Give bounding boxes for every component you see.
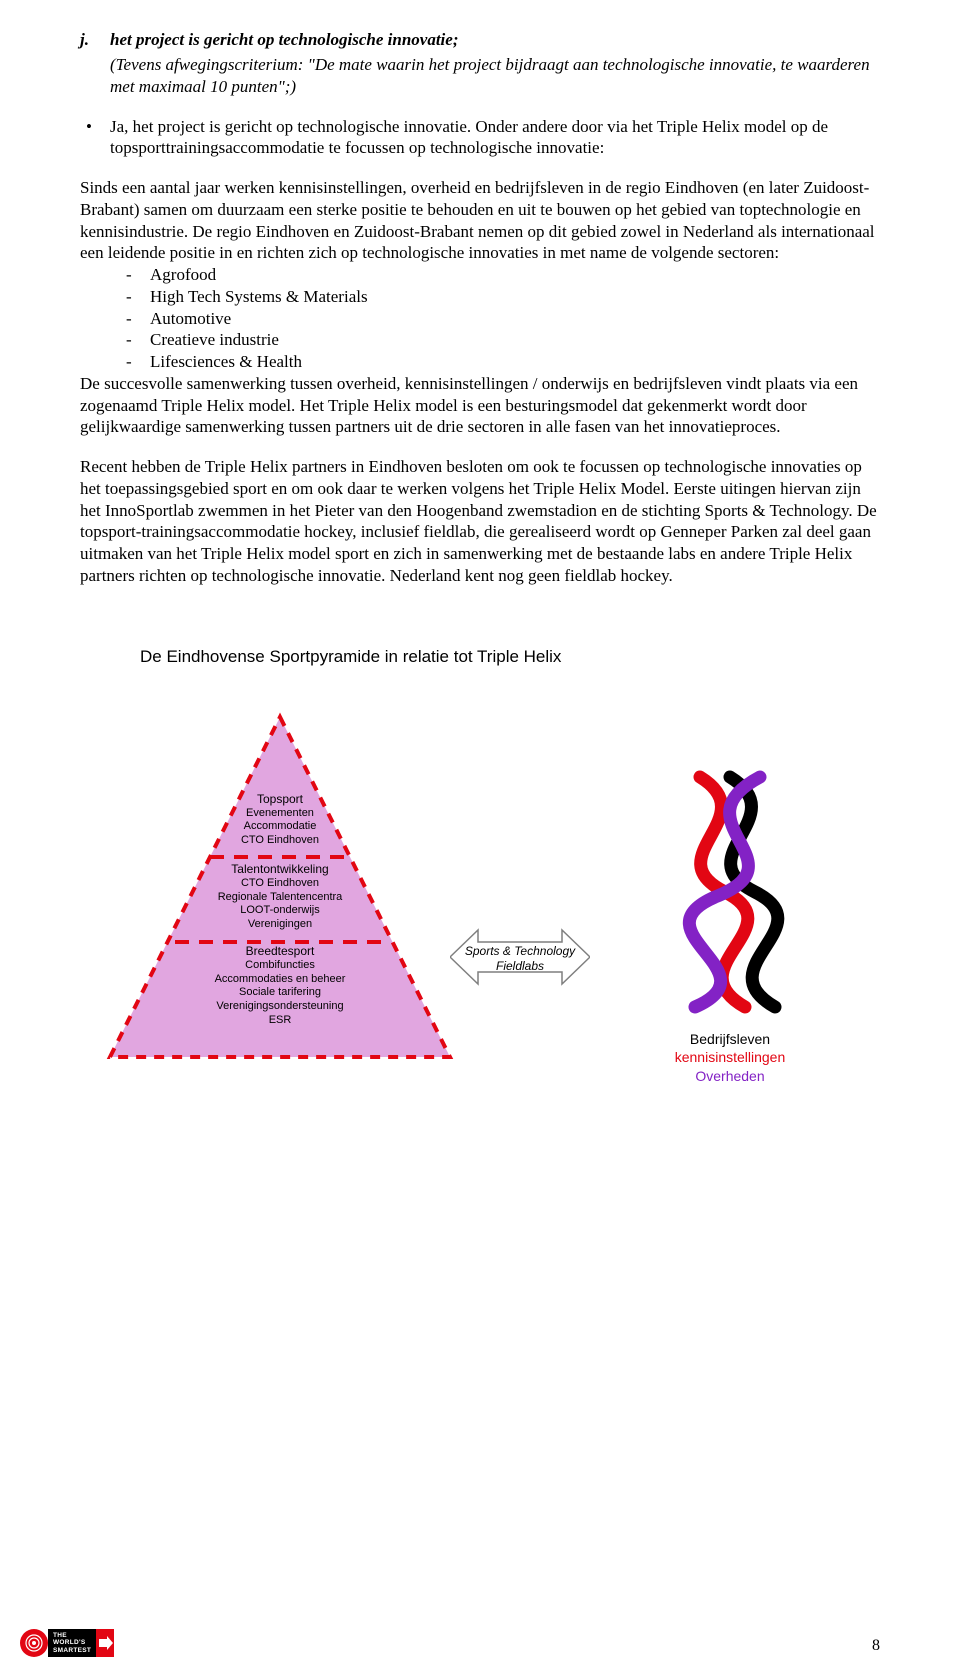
para1-pre: Sinds een aantal jaar werken kennisinste… <box>80 178 875 262</box>
logo-text: THE WORLD'S SMARTEST <box>48 1629 96 1656</box>
diagram: Topsport Evenementen Accommodatie CTO Ei… <box>80 707 880 1127</box>
para1-post: De succesvolle samenwerking tussen overh… <box>80 374 858 437</box>
bullet-item: • Ja, het project is gericht op technolo… <box>80 116 880 160</box>
bullet-text: Ja, het project is gericht op technologi… <box>110 116 880 160</box>
section-title: het project is gericht op technologische… <box>110 30 458 50</box>
pyramid-level-middle: Talentontwikkeling CTO Eindhoven Regiona… <box>100 848 460 932</box>
arrow-label: Sports & Technology Fieldlabs <box>450 944 590 975</box>
section-heading: j. het project is gericht op technologis… <box>80 30 880 50</box>
triple-helix: Bedrijfsleven kennisinstellingen Overhed… <box>630 767 830 1087</box>
double-arrow: Sports & Technology Fieldlabs <box>450 922 590 997</box>
pyramid: Topsport Evenementen Accommodatie CTO Ei… <box>100 707 460 1067</box>
list-item: -Creatieve industrie <box>126 329 880 351</box>
helix-labels: Bedrijfsleven kennisinstellingen Overhed… <box>630 1030 830 1087</box>
logo-arrow-icon <box>96 1629 114 1657</box>
diagram-title: De Eindhovense Sportpyramide in relatie … <box>140 647 880 667</box>
section-subtitle: (Tevens afwegingscriterium: "De mate waa… <box>110 54 880 98</box>
paragraph-2: Recent hebben de Triple Helix partners i… <box>80 456 880 587</box>
bullet-marker: • <box>80 116 110 160</box>
page-number: 8 <box>872 1637 880 1655</box>
paragraph-1: Sinds een aantal jaar werken kennisinste… <box>80 177 880 438</box>
list-item: -Automotive <box>126 308 880 330</box>
pyramid-level-top: Topsport Evenementen Accommodatie CTO Ei… <box>100 707 460 848</box>
list-item: -Lifesciences & Health <box>126 351 880 373</box>
pyramid-level-bottom: Breedtesport Combifuncties Accommodaties… <box>100 932 460 1028</box>
section-letter: j. <box>80 30 110 50</box>
list-item: -High Tech Systems & Materials <box>126 286 880 308</box>
sector-list: -Agrofood -High Tech Systems & Materials… <box>126 264 880 373</box>
brainport-logo: THE WORLD'S SMARTEST <box>20 1629 114 1657</box>
logo-target-icon <box>20 1629 48 1657</box>
list-item: -Agrofood <box>126 264 880 286</box>
helix-icon <box>645 767 815 1017</box>
